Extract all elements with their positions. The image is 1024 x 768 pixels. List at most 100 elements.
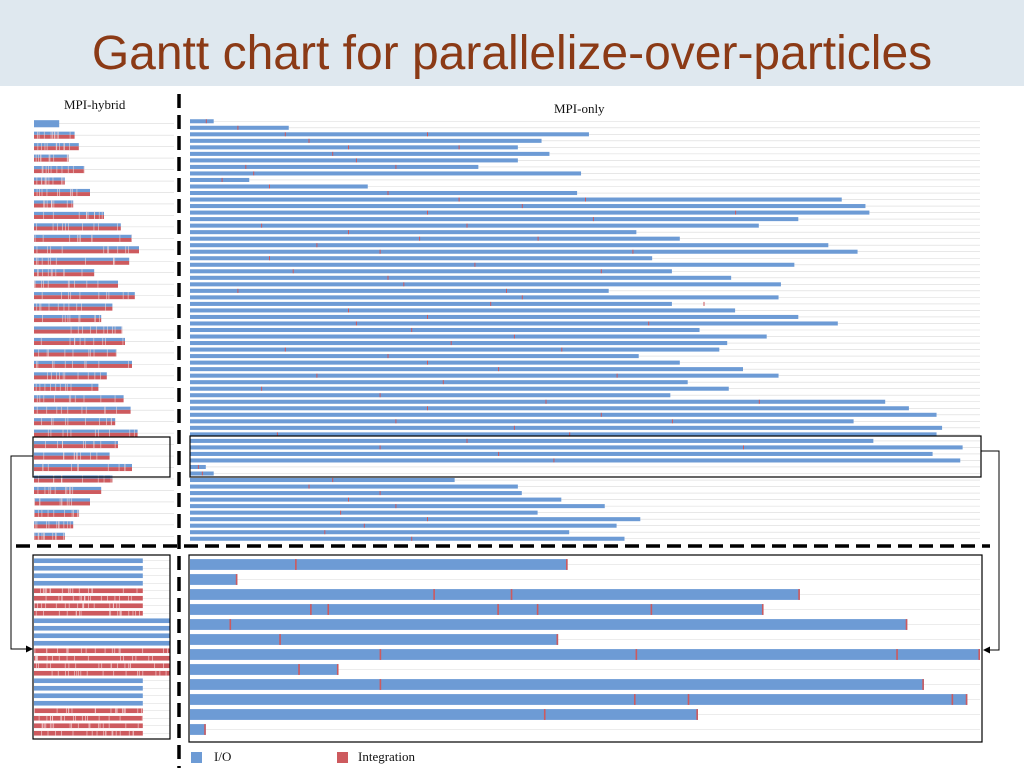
- integration-texture-mark: [97, 223, 99, 231]
- integration-texture-mark: [82, 326, 83, 334]
- integration-texture-mark: [63, 303, 65, 311]
- integration-mark: [355, 321, 357, 326]
- integration-texture-mark: [124, 708, 125, 714]
- integration-texture-mark: [47, 463, 49, 472]
- integration-bar: [34, 467, 132, 472]
- io-bar: [190, 217, 799, 222]
- integration-bar: [34, 610, 143, 616]
- io-bar: [190, 367, 743, 372]
- integration-texture-mark: [50, 663, 52, 669]
- integration-bar: [34, 226, 121, 231]
- integration-mark: [235, 574, 238, 585]
- integration-texture-mark: [44, 383, 46, 391]
- integration-texture-mark: [53, 200, 55, 208]
- integration-texture-mark: [41, 143, 42, 151]
- integration-bar: [34, 670, 170, 676]
- integration-texture-mark: [115, 349, 117, 357]
- integration-texture-mark: [72, 486, 74, 494]
- integration-mark: [427, 210, 428, 215]
- integration-texture-mark: [44, 486, 46, 494]
- integration-texture-mark: [61, 588, 63, 594]
- integration-mark: [276, 432, 278, 437]
- integration-mark: [600, 269, 602, 274]
- integration-texture-mark: [109, 603, 111, 609]
- integration-mark: [592, 217, 594, 222]
- integration-mark: [221, 177, 223, 182]
- integration-texture-mark: [66, 648, 68, 654]
- integration-texture-mark: [66, 200, 68, 208]
- integration-texture-mark: [76, 452, 78, 460]
- integration-bar: [34, 715, 143, 721]
- integration-texture-mark: [67, 166, 69, 174]
- integration-texture-mark: [69, 521, 71, 529]
- integration-mark: [348, 497, 349, 502]
- io-bar: [34, 700, 143, 706]
- integration-texture-mark: [83, 395, 85, 403]
- io-bar: [190, 497, 562, 502]
- integration-texture-mark: [41, 257, 43, 265]
- integration-mark: [513, 425, 515, 430]
- integration-mark: [616, 373, 618, 378]
- integration-texture-mark: [48, 521, 50, 529]
- integration-texture-mark: [121, 326, 123, 334]
- integration-texture-mark: [85, 257, 86, 265]
- integration-texture-mark: [41, 730, 43, 736]
- integration-texture-mark: [68, 292, 69, 300]
- integration-texture-mark: [118, 603, 120, 609]
- integration-texture-mark: [47, 429, 49, 437]
- integration-texture-mark: [66, 610, 68, 616]
- io-bar: [190, 164, 479, 169]
- integration-texture-mark: [56, 166, 58, 174]
- integration-mark: [687, 694, 690, 705]
- integration-mark: [310, 604, 312, 615]
- integration-texture-mark: [46, 521, 47, 529]
- integration-texture-mark: [88, 588, 89, 594]
- io-bar: [190, 619, 908, 630]
- io-bar: [34, 372, 107, 376]
- integration-texture-mark: [54, 486, 56, 494]
- integration-texture-mark: [81, 303, 82, 311]
- integration-texture-mark: [109, 429, 110, 437]
- integration-texture-mark: [120, 610, 122, 616]
- integration-texture-mark: [51, 200, 53, 208]
- integration-texture-mark: [51, 418, 52, 426]
- integration-bar: [34, 730, 143, 736]
- integration-mark: [379, 393, 381, 398]
- hybrid-zoom-frame: [32, 554, 171, 740]
- integration-texture-mark: [70, 383, 72, 391]
- io-bar: [34, 395, 124, 399]
- integration-texture-mark: [98, 292, 100, 300]
- integration-bar: [34, 237, 132, 242]
- integration-texture-mark: [132, 730, 134, 736]
- integration-texture-mark: [49, 723, 51, 729]
- integration-texture-mark: [39, 395, 41, 403]
- integration-texture-mark: [66, 655, 68, 661]
- integration-texture-mark: [53, 509, 55, 517]
- integration-mark: [561, 347, 563, 352]
- integration-mark: [316, 373, 318, 378]
- integration-texture-mark: [34, 280, 36, 288]
- integration-texture-mark: [72, 166, 74, 174]
- integration-texture-mark: [44, 143, 46, 151]
- integration-texture-mark: [50, 486, 52, 494]
- integration-texture-mark: [118, 648, 120, 654]
- integration-texture-mark: [88, 595, 89, 601]
- integration-mark: [269, 256, 270, 261]
- integration-texture-mark: [93, 223, 95, 231]
- integration-texture-mark: [70, 723, 72, 729]
- integration-texture-mark: [36, 303, 38, 311]
- integration-texture-mark: [60, 730, 62, 736]
- integration-texture-mark: [124, 463, 126, 472]
- integration-bar: [34, 478, 113, 483]
- integration-texture-mark: [125, 723, 127, 729]
- integration-mark: [327, 604, 330, 615]
- integration-texture-mark: [35, 383, 37, 391]
- integration-texture-mark: [94, 211, 96, 219]
- integration-texture-mark: [37, 663, 39, 669]
- integration-texture-mark: [61, 166, 63, 174]
- integration-mark: [340, 510, 342, 515]
- integration-texture-mark: [73, 509, 74, 517]
- io-bar: [34, 120, 60, 128]
- integration-texture-mark: [55, 532, 57, 540]
- integration-texture-mark: [66, 154, 68, 162]
